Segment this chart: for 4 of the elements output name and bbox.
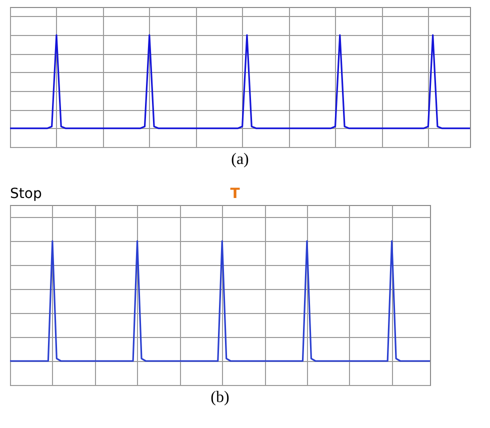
text: (b) — [210, 389, 230, 406]
text: (a) — [231, 151, 249, 168]
text: Stop — [10, 186, 42, 202]
text: T — [230, 186, 240, 202]
